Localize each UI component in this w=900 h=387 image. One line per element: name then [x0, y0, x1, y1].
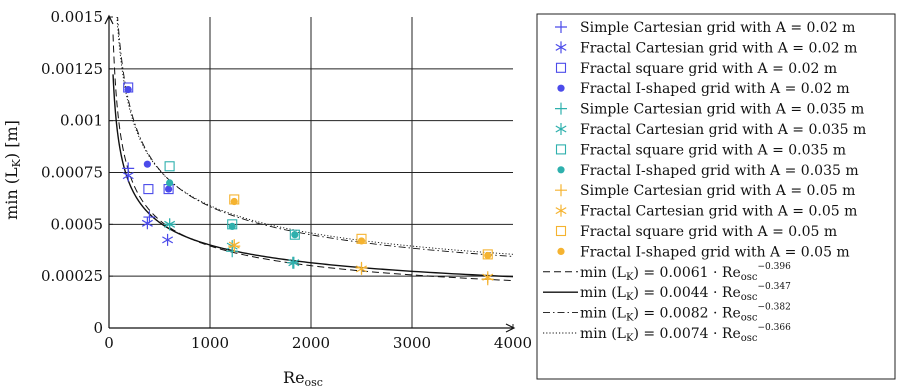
y-axis-arrow	[104, 14, 114, 25]
legend-box	[536, 13, 896, 380]
data-point-s10	[356, 262, 367, 275]
legend-entry-11: Fractal square grid with A = 0.05 m	[580, 224, 837, 240]
data-point-s4	[143, 160, 151, 168]
x-axis-arrow	[505, 323, 516, 333]
data-point-s6	[288, 256, 300, 269]
legend-marker-12	[557, 247, 565, 255]
fit-curve-1	[112, 34, 513, 282]
axes: 0 1000 2000 3000 4000 0 0.00025 0.0005 0.00075 0.…	[41, 8, 532, 352]
legend: Simple Cartesian grid with A = 0.02 m Fra…	[536, 13, 896, 380]
data-point-s2	[141, 217, 153, 230]
x-tick-label: 3000	[393, 334, 431, 352]
legend-marker-10	[555, 204, 567, 217]
legend-marker-4	[557, 84, 565, 92]
fit-curve-2	[112, 74, 513, 278]
data-point-s6	[164, 218, 176, 231]
data-point-s12	[230, 197, 238, 206]
legend-fit-3: min (LK) = 0.0082 · Reosc−0.382	[580, 303, 791, 324]
data-point-s1	[143, 211, 156, 224]
legend-fit-2: min (LK) = 0.0044 · Reosc−0.347	[580, 282, 791, 303]
data-point-s7	[164, 161, 175, 172]
fit-curve-4	[116, 17, 513, 255]
data-point-s8	[166, 179, 174, 187]
x-tick-label: 1000	[191, 334, 229, 352]
legend-marker-1	[555, 21, 567, 33]
fit-curve-3	[117, 17, 513, 257]
grid-lines	[109, 17, 513, 328]
data-point-s4	[124, 85, 132, 94]
legend-marker-3	[555, 62, 567, 73]
data-point-s2	[122, 169, 134, 182]
data-point-s10	[482, 271, 494, 284]
legend-entry-3: Fractal square grid with A = 0.02 m	[580, 61, 837, 77]
fit-curves	[112, 17, 513, 282]
legend-entry-5: Simple Cartesian grid with A = 0.035 m	[580, 102, 864, 118]
data-point-s12	[357, 237, 366, 245]
legend-marker-5	[555, 102, 567, 115]
y-tick-label: 0	[93, 319, 103, 337]
legend-marker-6	[555, 123, 567, 135]
y-tick-label: 0.0005	[51, 215, 104, 233]
data-point-s12	[484, 251, 492, 260]
legend-entry-6: Fractal Cartesian grid with A = 0.035 m	[580, 122, 866, 138]
data-point-s3	[143, 184, 154, 195]
data-point-s4	[164, 185, 173, 193]
legend-entry-12: Fractal I-shaped grid with A = 0.05 m	[580, 244, 850, 260]
x-tick-label: 4000	[494, 334, 532, 352]
legend-marker-8	[557, 166, 565, 174]
legend-entry-8: Fractal I-shaped grid with A = 0.035 m	[580, 163, 859, 179]
x-axis-label: Reosc	[283, 368, 323, 387]
legend-marker-9	[555, 184, 567, 197]
data-point-s2	[162, 233, 174, 246]
x-tick-label: 0	[104, 334, 114, 352]
legend-marker-2	[555, 41, 567, 54]
y-tick-label: 0.00125	[41, 60, 103, 78]
data-point-s8	[228, 222, 236, 231]
legend-entry-7: Fractal square grid with A = 0.035 m	[580, 142, 846, 158]
legend-entry-10: Fractal Cartesian grid with A = 0.05 m	[580, 204, 857, 220]
x-tick-label: 2000	[292, 334, 330, 352]
data-point-s8	[291, 231, 299, 239]
data-markers	[122, 82, 494, 286]
y-tick-label: 0.00075	[41, 164, 103, 182]
data-point-s7	[289, 229, 300, 240]
y-tick-label: 0.001	[60, 112, 103, 130]
legend-entry-9: Simple Cartesian grid with A = 0.05 m	[580, 183, 855, 199]
legend-entry-2: Fractal Cartesian grid with A = 0.02 m	[580, 40, 857, 56]
y-axis-label: min (LK) [m]	[2, 120, 23, 220]
data-point-s10	[228, 239, 240, 252]
legend-entry-4: Fractal I-shaped grid with A = 0.02 m	[580, 81, 850, 97]
legend-entry-1: Simple Cartesian grid with A = 0.02 m	[580, 20, 855, 36]
y-tick-label: 0.00025	[41, 267, 103, 285]
legend-marker-11	[555, 225, 567, 237]
y-tick-label: 0.0015	[51, 8, 104, 26]
legend-fit-4: min (LK) = 0.0074 · Reosc−0.366	[580, 323, 791, 344]
legend-fit-1: min (LK) = 0.0061 · Reosc−0.396	[580, 262, 791, 283]
legend-marker-7	[555, 144, 567, 155]
